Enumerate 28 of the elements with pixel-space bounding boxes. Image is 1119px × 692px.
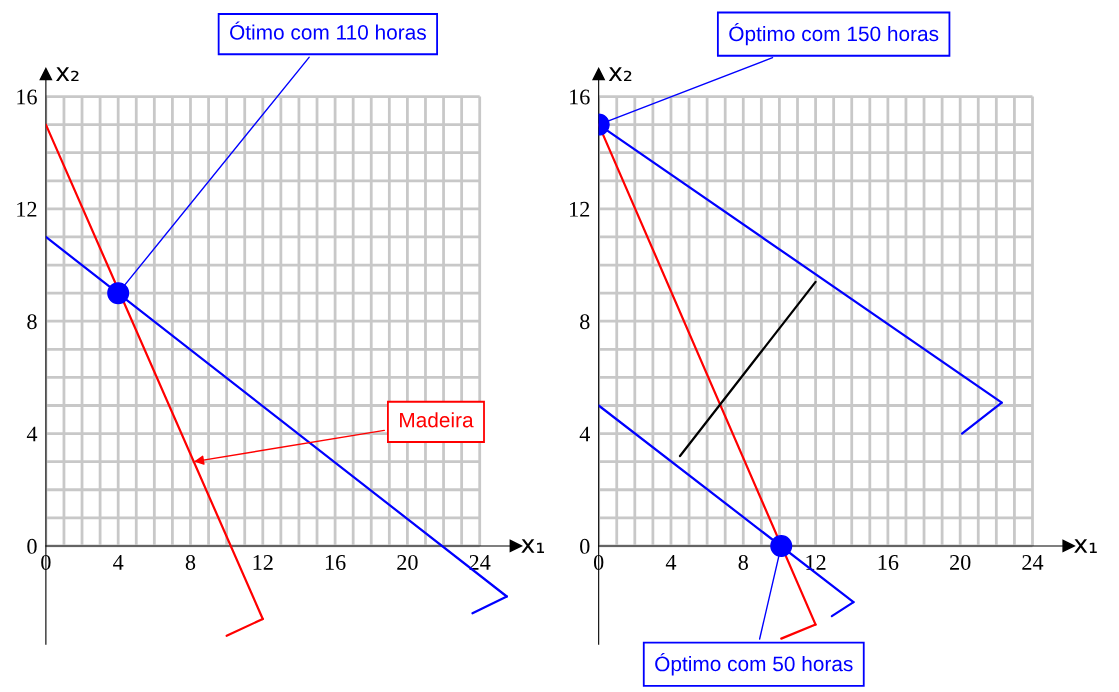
annotation: Madeira bbox=[400, 412, 474, 428]
x-axis-title: x₁ bbox=[521, 539, 545, 553]
y-tick-label: 16 bbox=[570, 89, 590, 105]
y-axis-title: x₂ bbox=[56, 67, 79, 82]
x-tick-label: 16 bbox=[878, 554, 899, 570]
y-tick-label: 4 bbox=[26, 426, 38, 442]
x-tick-label: 20 bbox=[397, 554, 418, 570]
x-tick-label: 8 bbox=[185, 554, 196, 570]
annotation: Óptimo com 150 horas bbox=[729, 22, 939, 46]
x-tick-label: 8 bbox=[738, 554, 748, 570]
y-tick-label: 12 bbox=[17, 201, 37, 217]
x-tick-label: 12 bbox=[253, 554, 273, 570]
x-tick-label: 24 bbox=[1022, 554, 1044, 570]
x-tick-label: 20 bbox=[950, 554, 971, 570]
y-tick-label: 4 bbox=[579, 426, 590, 442]
y-tick-label: 12 bbox=[570, 201, 590, 217]
x-axis-title: x₁ bbox=[1074, 539, 1097, 553]
y-tick-label: 0 bbox=[580, 538, 590, 554]
y-axis-title: x₂ bbox=[608, 67, 632, 82]
annotation: Óptimo com 50 horas bbox=[655, 653, 853, 676]
y-tick-label: 8 bbox=[580, 314, 590, 330]
x-tick-label: 4 bbox=[113, 555, 124, 570]
y-tick-label: 8 bbox=[27, 314, 37, 330]
annotation: Ótimo com 110 horas bbox=[230, 21, 426, 40]
y-tick-label: 0 bbox=[27, 538, 37, 554]
x-tick-label: 4 bbox=[665, 555, 677, 570]
x-tick-label: 16 bbox=[325, 554, 346, 570]
y-tick-label: 16 bbox=[17, 89, 37, 105]
